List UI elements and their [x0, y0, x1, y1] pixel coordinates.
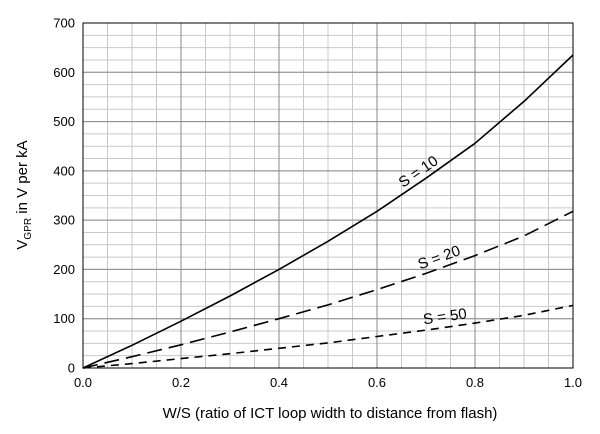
x-tick-label: 0.6	[368, 375, 386, 390]
curve-labels: S = 10S = 20S = 50	[396, 152, 468, 328]
y-tick-label: 0	[68, 361, 75, 376]
y-axis-title-rest: in V per kA	[14, 140, 31, 218]
y-axis-ticks: 0 100 200 300 400 500 600 700	[53, 16, 75, 376]
series-line-s-20	[82, 210, 574, 369]
series-layer	[82, 54, 574, 369]
y-tick-label: 600	[53, 65, 75, 80]
y-axis-title: VGPR in V per kA	[14, 140, 34, 249]
y-tick-label: 700	[53, 16, 75, 31]
series-line-s-50	[82, 304, 574, 369]
plot-area-border	[82, 22, 574, 369]
x-tick-label: 0.0	[74, 375, 92, 390]
y-axis-title-subscript: GPR	[23, 218, 34, 240]
x-tick-label: 0.8	[466, 375, 484, 390]
x-axis-ticks: 0.0 0.2 0.4 0.6 0.8 1.0	[74, 375, 582, 390]
y-tick-label: 400	[53, 163, 75, 178]
curve-label-s-20: S = 20	[416, 242, 463, 273]
y-tick-label: 100	[53, 311, 75, 326]
curve-label-s-50: S = 50	[422, 305, 468, 328]
x-tick-label: 0.4	[270, 375, 288, 390]
y-tick-label: 300	[53, 213, 75, 228]
series-line-s-10	[82, 54, 574, 369]
y-axis-title-main: V	[14, 240, 31, 250]
y-tick-label: 200	[53, 262, 75, 277]
x-tick-label: 1.0	[564, 375, 582, 390]
x-axis-title: W/S (ratio of ICT loop width to distance…	[163, 405, 498, 422]
y-tick-label: 500	[53, 114, 75, 129]
minor-gridlines	[82, 22, 574, 369]
x-tick-label: 0.2	[172, 375, 190, 390]
